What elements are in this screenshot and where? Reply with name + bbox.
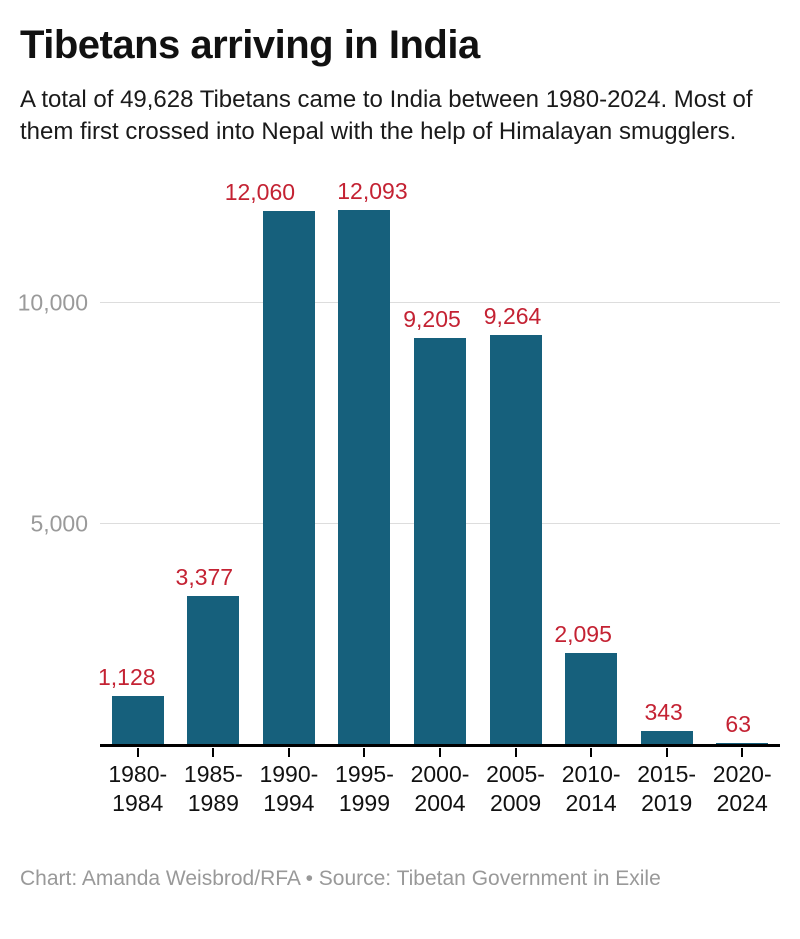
x-axis-label: 2005- 2009 <box>486 761 545 816</box>
bar <box>640 730 693 746</box>
bar <box>262 211 315 746</box>
bar <box>565 653 618 746</box>
bar-value-label: 9,264 <box>483 303 542 330</box>
x-axis-tick <box>439 748 441 757</box>
x-axis-tick <box>287 748 290 757</box>
bar-value-label: 12,060 <box>224 179 296 206</box>
x-axis-tick <box>514 748 517 757</box>
x-axis-label: 2000- 2004 <box>410 761 470 816</box>
bar-value-label: 9,205 <box>403 306 461 333</box>
x-axis-label: 1980- 1984 <box>108 761 168 816</box>
chart-credit: Chart: Amanda Weisbrod/RFA • Source: Tib… <box>20 867 661 890</box>
x-axis-label: 1990- 1994 <box>259 761 319 816</box>
bar-value-label: 12,093 <box>337 178 408 204</box>
x-axis-tick <box>212 748 215 757</box>
x-axis-label: 1995- 1999 <box>335 761 394 816</box>
chart-subtitle: A total of 49,628 Tibetans came to India… <box>20 86 753 145</box>
bar <box>489 335 542 746</box>
x-axis-tick <box>136 748 139 757</box>
x-axis-tick <box>363 748 366 757</box>
bar-value-label: 3,377 <box>175 564 234 591</box>
bar <box>187 596 240 746</box>
x-axis-label: 2010- 2014 <box>561 761 621 816</box>
bar-chart: 5,000 10,000 1,128 1980- 1984 3,377 1985- 198… <box>18 180 780 816</box>
y-gridline <box>100 301 780 303</box>
y-axis-tick-label: 10,000 <box>17 289 88 316</box>
x-axis-tick <box>665 748 668 757</box>
x-axis-label: 2015- 2019 <box>637 761 697 816</box>
x-axis-label: 1985- 1989 <box>183 761 243 816</box>
x-axis-label: 2020- 2024 <box>712 761 772 816</box>
bar <box>414 338 466 746</box>
x-axis-tick <box>741 748 744 757</box>
chart-title: Tibetans arriving in India <box>20 23 480 67</box>
y-axis-tick-label: 5,000 <box>30 510 88 537</box>
bar-value-label: 1,128 <box>97 664 156 691</box>
x-axis-line <box>100 744 780 747</box>
bar-value-label: 63 <box>725 711 752 738</box>
bar-value-label: 343 <box>644 698 683 725</box>
x-axis-tick <box>590 748 593 757</box>
bar <box>338 210 391 746</box>
bar <box>111 696 164 746</box>
plot-area: 5,000 10,000 1,128 1980- 1984 3,377 1985- 198… <box>18 180 780 816</box>
bar-value-label: 2,095 <box>554 621 612 648</box>
